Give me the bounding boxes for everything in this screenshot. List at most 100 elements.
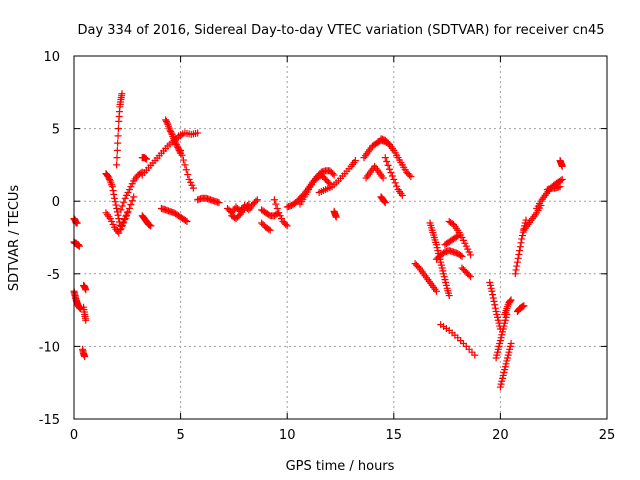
data-point [124, 208, 132, 216]
y-tick-label: 5 [52, 123, 60, 138]
data-point [147, 222, 155, 230]
data-point [266, 226, 274, 234]
plot-frame [73, 55, 608, 420]
data-series-t7f [513, 302, 528, 316]
data-point [114, 211, 122, 219]
data-series-t5b [362, 162, 387, 182]
data-series-t0a [70, 215, 81, 227]
data-series-t0b [70, 238, 83, 250]
data-point [507, 339, 515, 347]
data-series-t6f [437, 321, 479, 359]
y-tick-label: -10 [39, 340, 60, 355]
axes: 0 5 10 15 20 25 -15 -10 -5 0 5 10 [39, 50, 616, 443]
data-series-t0f [79, 345, 89, 361]
data-point [111, 194, 119, 202]
data-point [121, 215, 129, 223]
data-series-t3f [270, 196, 291, 230]
data-point [183, 218, 191, 226]
data-point [113, 161, 121, 169]
data-point [76, 305, 84, 313]
data-point [515, 250, 523, 258]
data-point [265, 225, 273, 233]
data-series-t7a [486, 279, 504, 333]
data-series-t7b [492, 310, 511, 362]
data-series-t4d [330, 207, 340, 221]
x-tick-label: 5 [176, 428, 184, 443]
data-series-t3a [194, 194, 223, 207]
data-point [491, 304, 499, 312]
data-series-t5e [377, 193, 389, 207]
data-point [329, 170, 337, 178]
data-point [184, 171, 192, 179]
data-series-t1a [102, 209, 131, 237]
data-point [272, 200, 280, 208]
data-point [123, 211, 131, 219]
data-point [253, 196, 261, 204]
data-series-t0c [70, 287, 84, 313]
data-point [114, 125, 122, 133]
data-series-t7g [520, 202, 545, 234]
data-point [182, 166, 190, 174]
data-point [113, 146, 121, 154]
x-tick-label: 0 [70, 428, 78, 443]
data-point [520, 302, 528, 310]
data-series-t0d [80, 281, 90, 294]
y-tick-label: 10 [43, 50, 60, 65]
data-point [388, 172, 396, 180]
data-point [128, 197, 136, 205]
data-point [73, 219, 81, 227]
y-tick-label: 0 [52, 195, 60, 210]
data-point [243, 202, 251, 210]
data-points [70, 90, 566, 391]
data-series-t6a [411, 260, 440, 295]
y-tick-label: -15 [39, 413, 60, 428]
data-point [110, 190, 118, 198]
data-point [179, 156, 187, 164]
data-point [383, 158, 391, 166]
data-point [215, 199, 223, 207]
data-series-t1c [113, 90, 126, 169]
x-axis-label: GPS time / hours [286, 459, 395, 474]
data-point [405, 171, 413, 179]
data-series-t2e [157, 204, 191, 226]
data-point [115, 215, 123, 223]
data-series-t3c [228, 200, 253, 223]
data-point [324, 178, 332, 186]
data-point [467, 251, 475, 259]
data-series-t5c [377, 135, 415, 181]
data-point [407, 173, 415, 181]
data-point [458, 252, 466, 260]
data-point [117, 225, 125, 233]
data-point [489, 291, 497, 299]
data-point [163, 119, 171, 127]
data-point [558, 175, 566, 183]
data-point [125, 204, 133, 212]
data-point [432, 287, 440, 295]
data-point [106, 175, 114, 183]
data-series-t3b [224, 196, 261, 217]
data-point [120, 218, 128, 226]
data-point [445, 292, 453, 300]
data-series-t7d [501, 296, 515, 318]
data-series-t4c [315, 157, 359, 196]
data-point [330, 171, 338, 179]
data-series-t2c [174, 129, 202, 140]
data-point [115, 229, 123, 237]
data-point [332, 213, 340, 221]
data-point [518, 232, 526, 240]
data-point [398, 191, 406, 199]
data-point [120, 198, 128, 206]
data-series-t3d [258, 219, 274, 234]
chart-title: Day 334 of 2016, Sidereal Day-to-day VTE… [77, 23, 604, 38]
data-point [108, 183, 116, 191]
data-point [516, 247, 524, 255]
data-point [471, 351, 479, 359]
data-series-t7j [556, 157, 566, 170]
data-point [490, 297, 498, 305]
data-point [390, 175, 398, 183]
data-point [109, 187, 117, 195]
data-point [514, 254, 522, 262]
data-series-t6g [458, 264, 475, 281]
data-point [194, 129, 202, 137]
data-point [178, 151, 186, 159]
